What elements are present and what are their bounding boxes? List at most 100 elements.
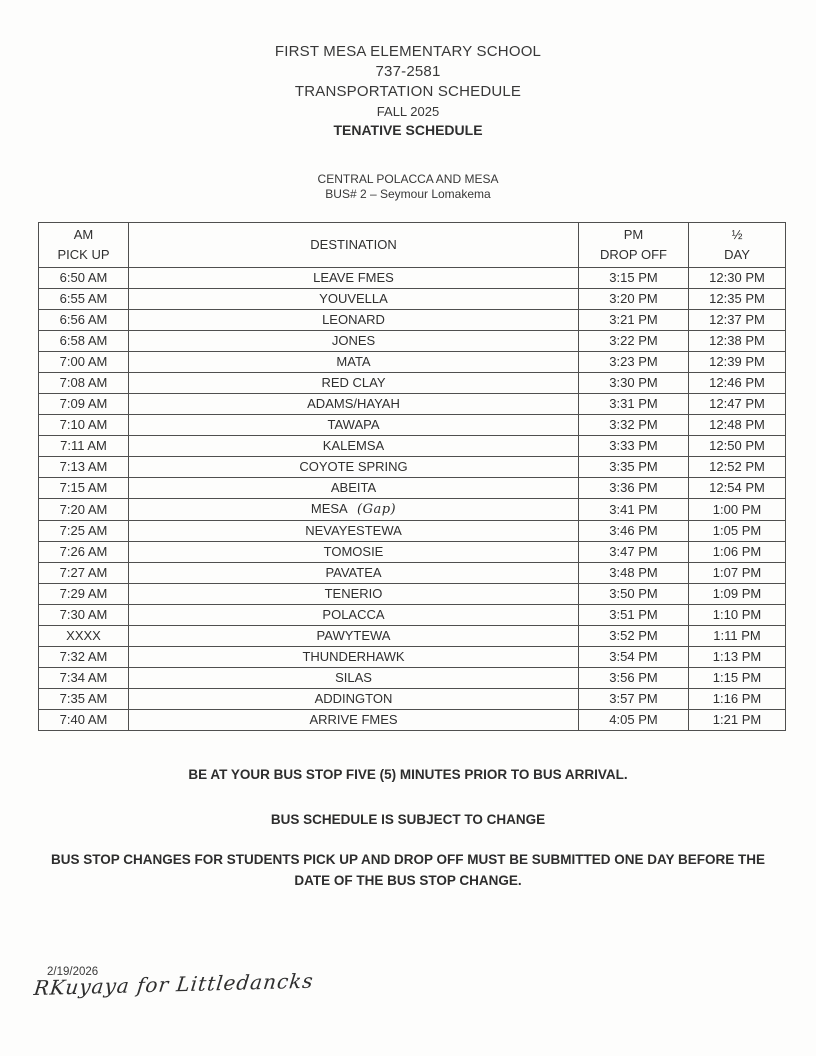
destination-cell: SILAS <box>128 667 579 689</box>
note-bus-stop-changes: BUS STOP CHANGES FOR STUDENTS PICK UP AN… <box>50 852 766 888</box>
am-pickup-cell: 7:25 AM <box>38 520 129 542</box>
signature-date: 2/19/2026 <box>47 966 99 978</box>
col-header-am-pickup: AM PICK UP <box>38 222 129 268</box>
half-day-cell: 1:11 PM <box>688 625 786 647</box>
am-pickup-cell: 7:26 AM <box>38 541 129 563</box>
tentative-label: TENATIVE SCHEDULE <box>333 122 483 138</box>
half-day-cell: 1:10 PM <box>688 604 786 626</box>
destination-cell: THUNDERHAWK <box>128 646 579 668</box>
destination-label: ARRIVE FMES <box>309 712 398 727</box>
note-bus-arrival: BE AT YOUR BUS STOP FIVE (5) MINUTES PRI… <box>188 767 628 782</box>
half-day-cell: 12:47 PM <box>688 393 786 415</box>
destination-handwritten-annotation: (Gap) <box>347 502 397 517</box>
destination-cell: POLACCA <box>128 604 579 626</box>
pm-dropoff-cell: 3:21 PM <box>578 309 689 331</box>
destination-label: LEONARD <box>322 312 385 327</box>
half-day-cell: 1:21 PM <box>688 709 786 731</box>
destination-cell: PAWYTEWA <box>128 625 579 647</box>
destination-label: NEVAYESTEWA <box>305 523 402 538</box>
table-row: 7:40 AM ARRIVE FMES 4:05 PM 1:21 PM <box>38 709 786 731</box>
half-day-cell: 1:07 PM <box>688 562 786 584</box>
table-row: 7:09 AM ADAMS/HAYAH 3:31 PM 12:47 PM <box>38 393 786 415</box>
am-pickup-cell: 7:00 AM <box>38 351 129 373</box>
table-row: 7:11 AM KALEMSA 3:33 PM 12:50 PM <box>38 435 786 457</box>
destination-label: YOUVELLA <box>319 291 388 306</box>
pm-dropoff-cell: 3:54 PM <box>578 646 689 668</box>
table-row: 6:58 AM JONES 3:22 PM 12:38 PM <box>38 330 786 352</box>
am-pickup-cell: 7:15 AM <box>38 477 129 499</box>
col-header-text: DAY <box>724 247 750 262</box>
pm-dropoff-cell: 3:31 PM <box>578 393 689 415</box>
destination-cell: NEVAYESTEWA <box>128 520 579 542</box>
pm-dropoff-cell: 3:35 PM <box>578 456 689 478</box>
am-pickup-cell: 7:09 AM <box>38 393 129 415</box>
destination-label: POLACCA <box>322 607 385 622</box>
destination-label: MATA <box>336 354 371 369</box>
destination-cell: YOUVELLA <box>128 288 579 310</box>
destination-cell: MATA <box>128 351 579 373</box>
col-header-text: DROP OFF <box>600 247 667 262</box>
half-day-cell: 1:09 PM <box>688 583 786 605</box>
half-day-cell: 12:52 PM <box>688 456 786 478</box>
half-day-cell: 12:30 PM <box>688 267 786 289</box>
am-pickup-cell: 7:20 AM <box>38 498 129 521</box>
table-row: 7:00 AM MATA 3:23 PM 12:39 PM <box>38 351 786 373</box>
half-day-cell: 1:15 PM <box>688 667 786 689</box>
destination-label: ADDINGTON <box>314 691 393 706</box>
pm-dropoff-cell: 3:32 PM <box>578 414 689 436</box>
col-header-destination: DESTINATION <box>128 222 579 268</box>
table-row: 7:20 AM MESA (Gap) 3:41 PM 1:00 PM <box>38 498 786 521</box>
destination-cell: COYOTE SPRING <box>128 456 579 478</box>
destination-cell: JONES <box>128 330 579 352</box>
term-label: FALL 2025 <box>376 104 440 119</box>
schedule-table-body: 6:50 AM LEAVE FMES 3:15 PM 12:30 PM 6:55… <box>38 267 786 731</box>
table-row: XXXX PAWYTEWA 3:52 PM 1:11 PM <box>38 625 786 647</box>
destination-cell: ARRIVE FMES <box>128 709 579 731</box>
half-day-cell: 1:13 PM <box>688 646 786 668</box>
destination-label: PAVATEA <box>325 565 382 580</box>
pm-dropoff-cell: 3:36 PM <box>578 477 689 499</box>
destination-cell: TENERIO <box>128 583 579 605</box>
am-pickup-cell: 7:11 AM <box>38 435 129 457</box>
pm-dropoff-cell: 4:05 PM <box>578 709 689 731</box>
pm-dropoff-cell: 3:22 PM <box>578 330 689 352</box>
pm-dropoff-cell: 3:41 PM <box>578 498 689 521</box>
route-bus-driver: BUS# 2 – Seymour Lomakema <box>325 187 491 201</box>
half-day-cell: 12:48 PM <box>688 414 786 436</box>
destination-label: JONES <box>331 333 376 348</box>
pm-dropoff-cell: 3:52 PM <box>578 625 689 647</box>
school-phone: 737-2581 <box>375 63 441 80</box>
table-row: 6:50 AM LEAVE FMES 3:15 PM 12:30 PM <box>38 267 786 289</box>
destination-cell: MESA (Gap) <box>128 498 579 521</box>
half-day-cell: 12:46 PM <box>688 372 786 394</box>
col-header-text: ½ <box>731 227 743 242</box>
destination-cell: TOMOSIE <box>128 541 579 563</box>
destination-cell: LEONARD <box>128 309 579 331</box>
am-pickup-cell: 7:32 AM <box>38 646 129 668</box>
school-name: FIRST MESA ELEMENTARY SCHOOL <box>274 43 542 60</box>
table-row: 7:10 AM TAWAPA 3:32 PM 12:48 PM <box>38 414 786 436</box>
pm-dropoff-cell: 3:57 PM <box>578 688 689 710</box>
route-area: CENTRAL POLACCA AND MESA <box>317 172 499 186</box>
am-pickup-cell: 7:10 AM <box>38 414 129 436</box>
pm-dropoff-cell: 3:56 PM <box>578 667 689 689</box>
table-row: 7:32 AM THUNDERHAWK 3:54 PM 1:13 PM <box>38 646 786 668</box>
destination-label: ADAMS/HAYAH <box>307 396 400 411</box>
table-row: 6:56 AM LEONARD 3:21 PM 12:37 PM <box>38 309 786 331</box>
table-row: 7:15 AM ABEITA 3:36 PM 12:54 PM <box>38 477 786 499</box>
destination-label: ABEITA <box>330 480 377 495</box>
pm-dropoff-cell: 3:30 PM <box>578 372 689 394</box>
table-row: 7:08 AM RED CLAY 3:30 PM 12:46 PM <box>38 372 786 394</box>
destination-label: PAWYTEWA <box>316 628 391 643</box>
half-day-cell: 1:05 PM <box>688 520 786 542</box>
table-row: 7:29 AM TENERIO 3:50 PM 1:09 PM <box>38 583 786 605</box>
am-pickup-cell: 7:40 AM <box>38 709 129 731</box>
am-pickup-cell: 7:29 AM <box>38 583 129 605</box>
destination-cell: ADDINGTON <box>128 688 579 710</box>
am-pickup-cell: 6:50 AM <box>38 267 129 289</box>
col-header-half-day: ½ DAY <box>688 222 786 268</box>
pm-dropoff-cell: 3:46 PM <box>578 520 689 542</box>
pm-dropoff-cell: 3:23 PM <box>578 351 689 373</box>
table-row: 7:30 AM POLACCA 3:51 PM 1:10 PM <box>38 604 786 626</box>
